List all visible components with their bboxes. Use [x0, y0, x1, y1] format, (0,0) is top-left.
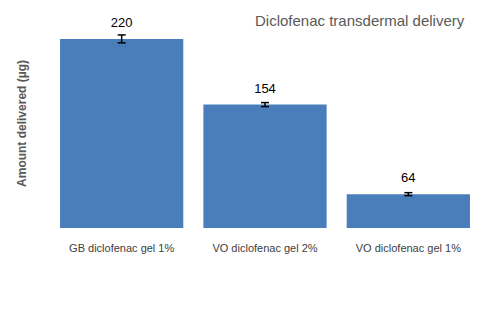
- svg-text:Amount delivered (µg): Amount delivered (µg): [15, 60, 29, 187]
- svg-text:Diclofenac transdermal deliver: Diclofenac transdermal delivery: [255, 12, 465, 29]
- svg-text:VO diclofenac gel 1%: VO diclofenac gel 1%: [356, 242, 461, 254]
- svg-text:64: 64: [401, 170, 415, 185]
- svg-text:154: 154: [254, 81, 276, 96]
- svg-text:VO diclofenac gel 2%: VO diclofenac gel 2%: [212, 242, 317, 254]
- svg-text:GB diclofenac gel 1%: GB diclofenac gel 1%: [69, 242, 174, 254]
- svg-text:220: 220: [111, 15, 133, 30]
